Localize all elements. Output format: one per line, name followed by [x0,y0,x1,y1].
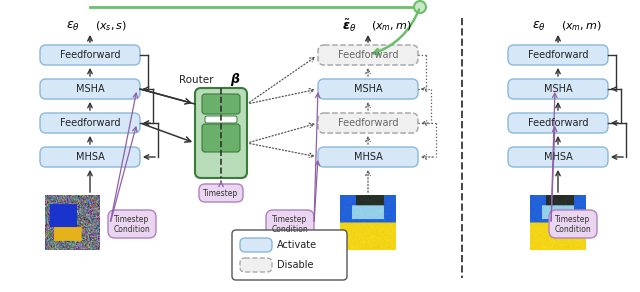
Text: MHSA: MHSA [76,152,104,162]
FancyBboxPatch shape [40,147,140,167]
FancyBboxPatch shape [240,258,272,272]
Text: Feedforward: Feedforward [338,118,398,128]
FancyBboxPatch shape [202,94,240,114]
FancyBboxPatch shape [318,113,418,133]
Text: Feedforward: Feedforward [528,118,588,128]
FancyBboxPatch shape [40,113,140,133]
FancyBboxPatch shape [266,210,314,238]
Text: $(\boldsymbol{x_m}, m)$: $(\boldsymbol{x_m}, m)$ [371,19,412,33]
Text: Timestep: Timestep [204,189,239,197]
Text: $\boldsymbol{\beta}$: $\boldsymbol{\beta}$ [230,72,240,88]
Text: Feedforward: Feedforward [528,50,588,60]
Text: MSHA: MSHA [544,84,572,94]
FancyBboxPatch shape [508,79,608,99]
Text: MHSA: MHSA [354,152,382,162]
FancyBboxPatch shape [40,79,140,99]
FancyBboxPatch shape [108,210,156,238]
Text: $(\boldsymbol{x_m}, m)$: $(\boldsymbol{x_m}, m)$ [561,19,602,33]
Text: Timestep: Timestep [115,215,150,225]
Text: Feedforward: Feedforward [60,118,120,128]
FancyBboxPatch shape [318,79,418,99]
FancyBboxPatch shape [508,147,608,167]
FancyBboxPatch shape [549,210,597,238]
Text: Timestep: Timestep [556,215,591,225]
FancyBboxPatch shape [508,45,608,65]
Circle shape [414,1,426,13]
Text: $\boldsymbol{\epsilon_\theta}$: $\boldsymbol{\epsilon_\theta}$ [532,20,546,32]
Text: Condition: Condition [555,225,591,234]
Text: MSHA: MSHA [354,84,382,94]
Text: $\tilde{\boldsymbol{\epsilon}}_\theta$: $\tilde{\boldsymbol{\epsilon}}_\theta$ [342,18,356,34]
FancyBboxPatch shape [240,238,272,252]
Text: Feedforward: Feedforward [338,50,398,60]
FancyBboxPatch shape [318,147,418,167]
FancyBboxPatch shape [195,88,247,178]
FancyBboxPatch shape [508,113,608,133]
FancyBboxPatch shape [318,45,418,65]
Text: Condition: Condition [271,225,308,234]
Text: MHSA: MHSA [543,152,572,162]
FancyBboxPatch shape [232,230,347,280]
FancyBboxPatch shape [40,45,140,65]
Text: Condition: Condition [114,225,150,234]
Text: Activate: Activate [277,240,317,250]
Text: Router: Router [179,75,217,85]
FancyBboxPatch shape [205,116,237,123]
FancyBboxPatch shape [202,124,240,152]
Text: Timestep: Timestep [273,215,308,225]
Text: $\boldsymbol{\epsilon_\theta}$: $\boldsymbol{\epsilon_\theta}$ [66,20,80,32]
Text: MSHA: MSHA [76,84,104,94]
Text: Disable: Disable [277,260,314,270]
Text: Feedforward: Feedforward [60,50,120,60]
Text: $(\boldsymbol{x_s}, s)$: $(\boldsymbol{x_s}, s)$ [95,19,127,33]
FancyBboxPatch shape [199,184,243,202]
